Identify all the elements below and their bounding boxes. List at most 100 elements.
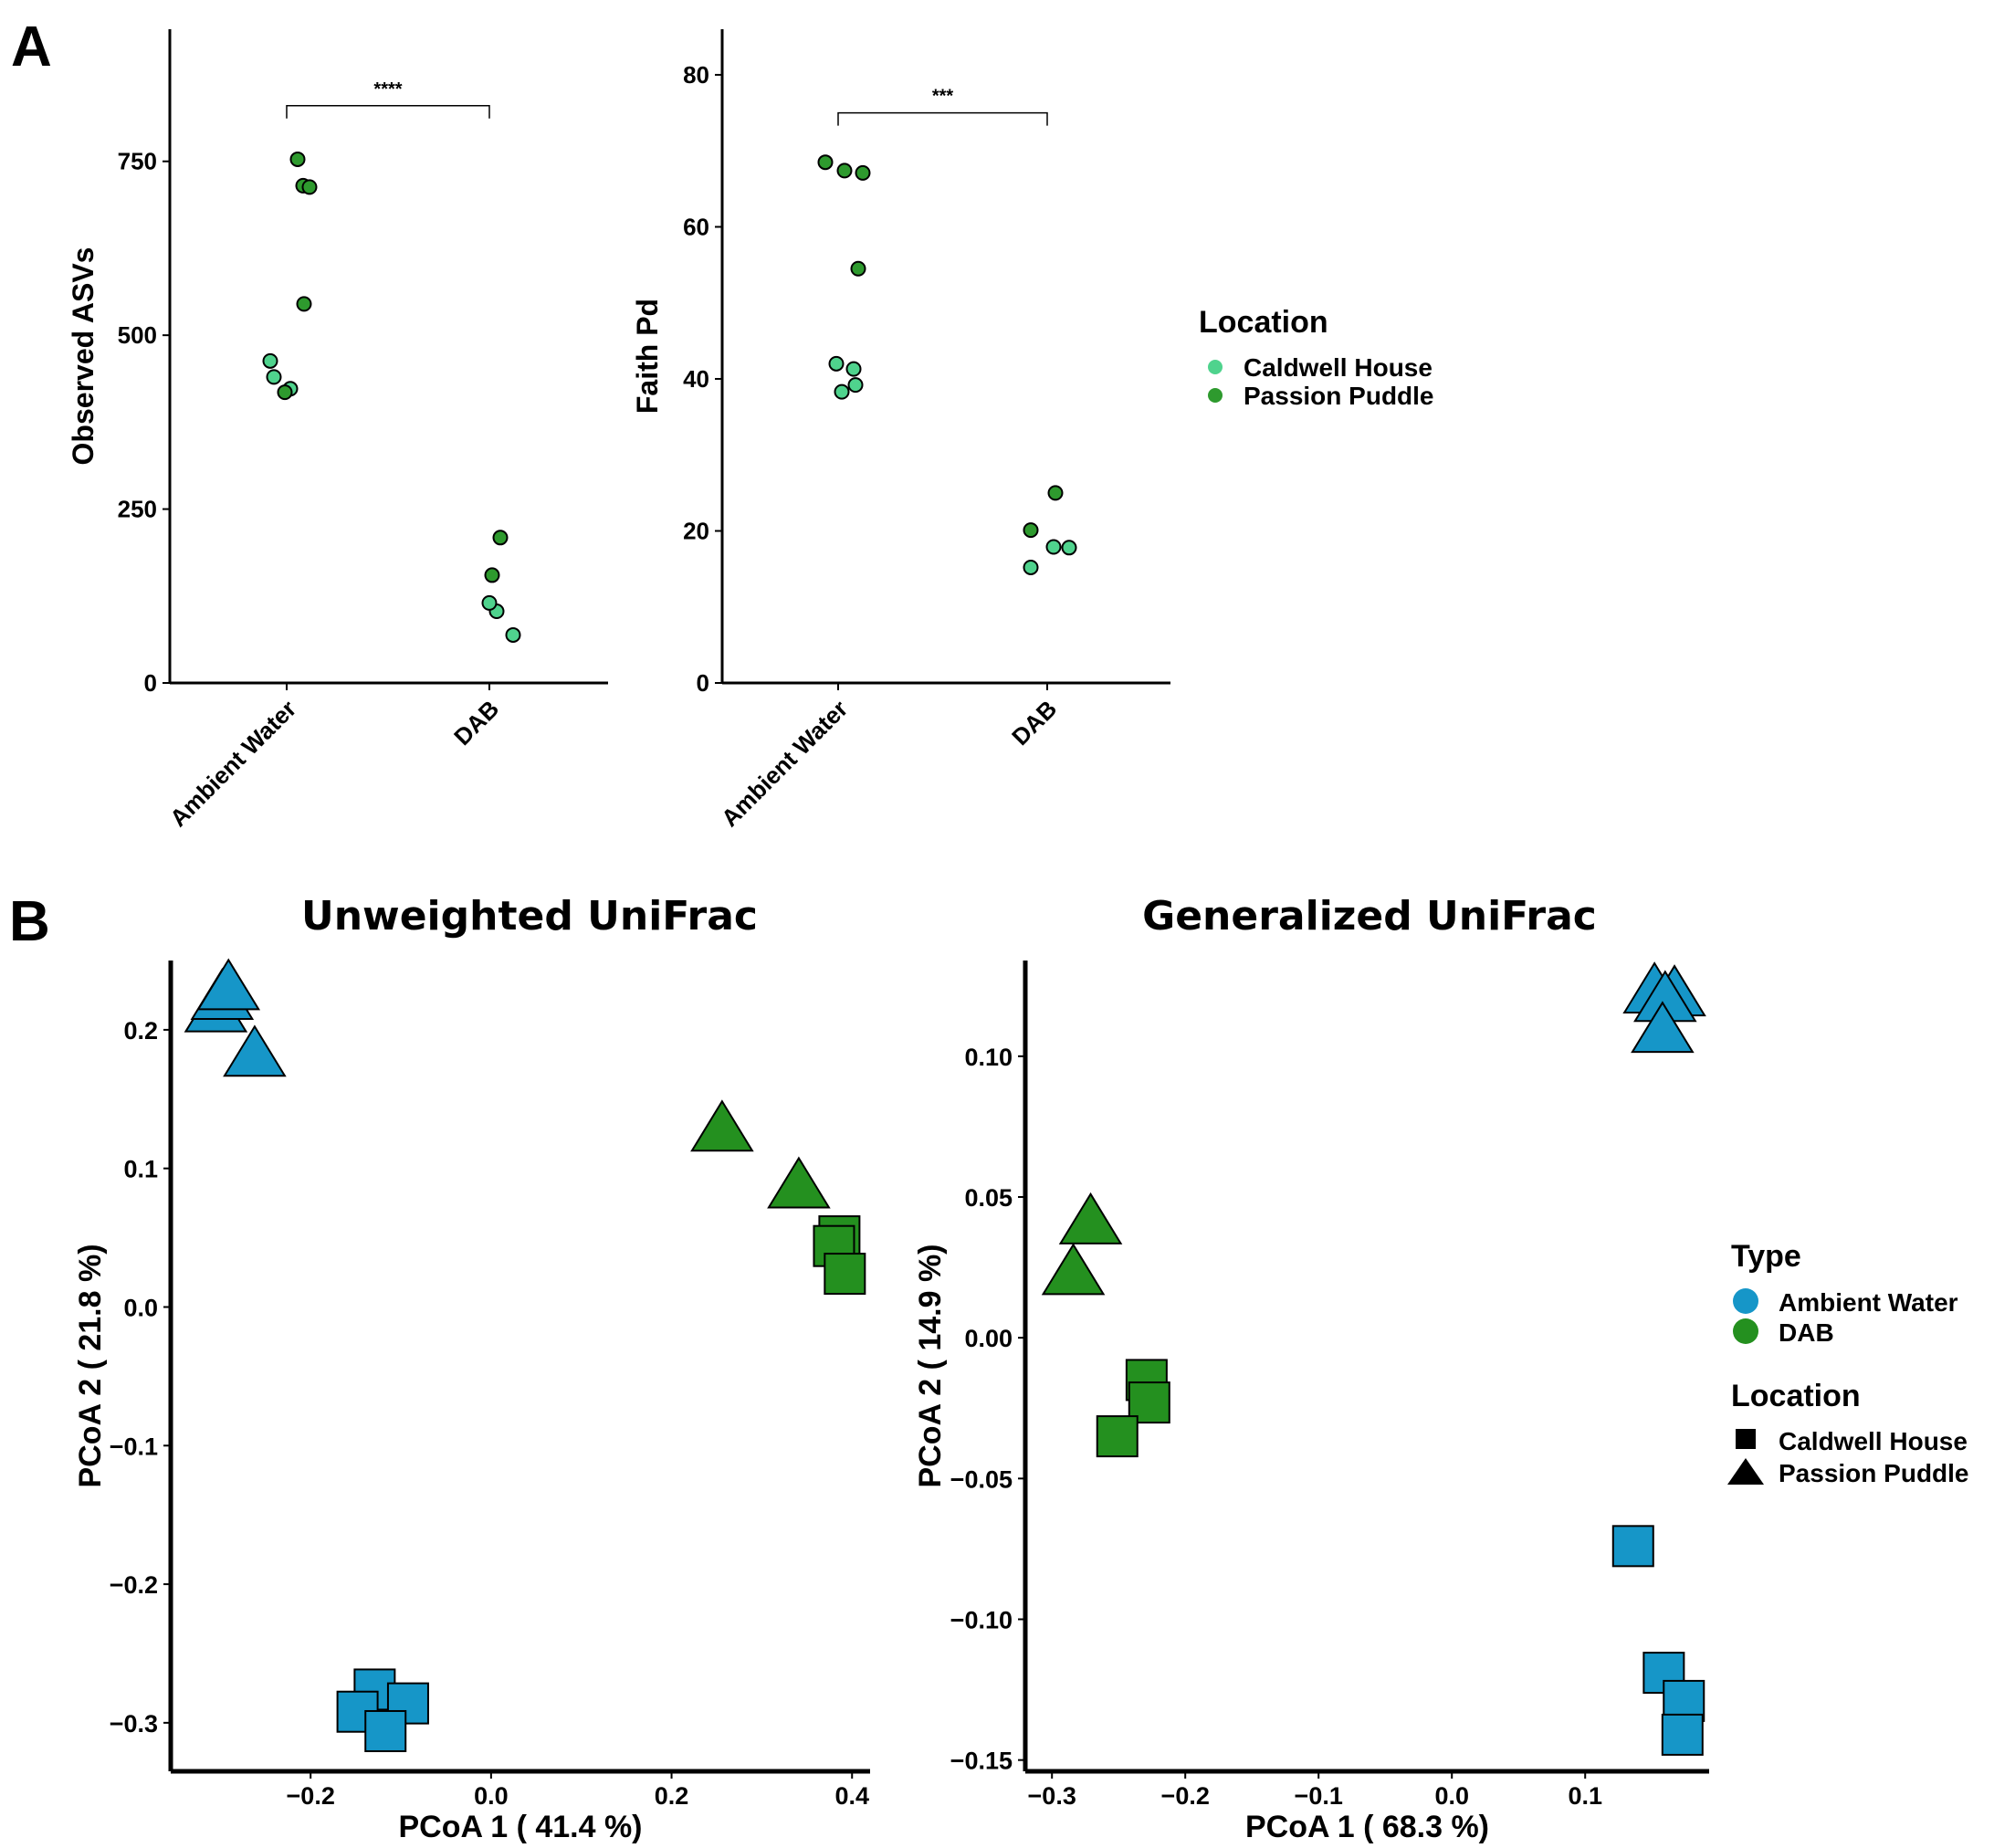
b2-y-tick-label: −0.10	[950, 1607, 1013, 1634]
panel-b-letter: B	[9, 890, 50, 953]
a2-y-tick-label: 60	[683, 213, 709, 240]
b1-point-ambient-water-passion-puddle-3	[223, 1024, 287, 1077]
a1-point-caldwell-house-5	[505, 626, 521, 643]
a2-y-tick-label: 40	[683, 365, 709, 393]
b2-point-ambient-water-caldwell-house-7	[1661, 1713, 1704, 1756]
b2-x-axis-title: PCoA 1 ( 68.3 %)	[1245, 1810, 1489, 1844]
a2-point-passion-puddle-5	[1047, 485, 1064, 501]
b1-y-tick-label: 0.1	[123, 1156, 158, 1183]
a2-point-passion-puddle-3	[850, 260, 866, 277]
b1-point-ambient-water-caldwell-house-7	[364, 1709, 407, 1752]
legend-b-ambient-water-label: Ambient Water	[1779, 1288, 1958, 1317]
b1-y-tick-label: 0.0	[123, 1294, 158, 1321]
b1-y-tick-label: −0.1	[110, 1433, 158, 1460]
legend-a-title: Location	[1199, 305, 1328, 340]
observed-asvs-plot: 0 250 500 750 Ambient Water DAB Observed ASVs *…	[67, 29, 608, 832]
b2-x-tick-label: −0.1	[1295, 1782, 1343, 1810]
legend-b-dab-label: DAB	[1779, 1318, 1834, 1347]
legend-b-type-title: Type	[1731, 1239, 1801, 1274]
legend-b-dab-swatch	[1733, 1318, 1758, 1344]
a1-y-tick-label: 750	[118, 148, 157, 175]
legend-a-passion-puddle-label: Passion Puddle	[1244, 382, 1434, 410]
a1-point-passion-puddle-0	[289, 151, 306, 167]
a1-y-tick-label: 500	[118, 321, 157, 349]
b2-point-dab-caldwell-house-12	[1096, 1415, 1139, 1458]
location-legend-a: Location Caldwell House Passion Puddle	[1199, 305, 1434, 410]
a1-point-passion-puddle-2	[301, 179, 318, 195]
b2-x-tick-label: 0.1	[1568, 1782, 1602, 1810]
a1-significance-label: ****	[373, 79, 402, 100]
b2-x-tick-label: −0.3	[1028, 1782, 1076, 1810]
a2-point-caldwell-house-3	[847, 377, 864, 394]
generalized-unifrac-plot: Generalized UniFrac 0.10 0.05 0.00 −0.05 −0.1…	[913, 893, 1709, 1844]
a2-point-passion-puddle-1	[836, 163, 853, 179]
a2-significance-label: ***	[932, 87, 954, 107]
b2-point-dab-passion-puddle-8	[1058, 1192, 1123, 1244]
a1-point-caldwell-house-4	[481, 594, 498, 611]
b1-y-tick-label: −0.2	[110, 1571, 158, 1599]
b2-x-tick-label: −0.2	[1161, 1782, 1210, 1810]
legend-a-caldwell-house-label: Caldwell House	[1244, 353, 1433, 382]
unweighted-unifrac-plot: Unweighted UniFrac 0.2 0.1 0.0 −0.1 −0.2 −0.3 −…	[73, 893, 870, 1844]
panel-a-letter: A	[11, 16, 52, 79]
a1-significance-bracket	[286, 105, 490, 119]
a2-point-caldwell-house-1	[845, 361, 862, 377]
b2-y-tick-label: −0.15	[950, 1748, 1013, 1775]
a2-point-passion-puddle-4	[1023, 522, 1039, 539]
b2-y-tick-label: 0.10	[964, 1044, 1013, 1071]
legend-b-caldwell-house-label: Caldwell House	[1779, 1427, 1968, 1455]
b1-y-tick-label: −0.3	[110, 1710, 158, 1738]
b1-point-dab-caldwell-house-12	[824, 1253, 866, 1296]
legend-b-location-title: Location	[1731, 1379, 1861, 1413]
legend-b-triangle-swatch	[1727, 1458, 1764, 1485]
b1-title: Unweighted UniFrac	[301, 893, 758, 940]
a1-point-passion-puddle-3	[296, 296, 312, 312]
a1-x-tick-label-ambient-water: Ambient Water	[164, 695, 301, 832]
b1-x-tick-label: 0.4	[834, 1782, 869, 1810]
b1-y-axis-title: PCoA 2 ( 21.8 %)	[73, 1244, 108, 1487]
faith-pd-plot: 0 20 40 60 80 Ambient Water DAB Faith Pd ***	[631, 29, 1170, 832]
a2-point-passion-puddle-2	[817, 154, 834, 171]
a2-x-tick-label-ambient-water: Ambient Water	[716, 695, 853, 832]
b1-x-tick-label: −0.2	[287, 1782, 335, 1810]
a2-point-caldwell-house-5	[1045, 539, 1062, 555]
b1-y-tick-label: 0.2	[123, 1017, 158, 1045]
legend-b-square-swatch	[1736, 1429, 1756, 1449]
b1-point-dab-passion-puddle-9	[767, 1156, 831, 1209]
b2-y-tick-label: 0.00	[964, 1325, 1013, 1352]
a2-y-tick-label: 0	[697, 669, 709, 697]
a2-y-axis-title: Faith Pd	[631, 299, 664, 414]
a1-point-caldwell-house-1	[266, 369, 282, 385]
b2-title: Generalized UniFrac	[1142, 893, 1597, 940]
a2-y-tick-label: 80	[683, 61, 709, 89]
a1-y-tick-label: 0	[144, 669, 157, 697]
a2-point-passion-puddle-0	[855, 164, 871, 181]
legend-b-passion-puddle-label: Passion Puddle	[1779, 1459, 1969, 1487]
b2-y-tick-label: 0.05	[964, 1184, 1013, 1212]
b2-point-dab-passion-puddle-9	[1041, 1243, 1106, 1296]
b1-point-dab-passion-puddle-8	[690, 1099, 754, 1152]
a1-y-axis-title: Observed ASVs	[67, 247, 100, 466]
legend-a-caldwell-house-swatch	[1208, 360, 1223, 374]
b2-y-axis-title: PCoA 2 ( 14.9 %)	[913, 1244, 948, 1487]
a2-y-tick-label: 20	[683, 517, 709, 544]
b1-point-ambient-water-passion-puddle-2	[196, 958, 261, 1011]
a2-point-caldwell-house-2	[834, 383, 850, 400]
a1-point-passion-puddle-5	[492, 530, 509, 546]
b2-point-ambient-water-caldwell-house-4	[1611, 1525, 1654, 1568]
b2-y-tick-label: −0.05	[950, 1465, 1013, 1493]
type-location-legend-b: Type Ambient Water DAB Location Caldwell…	[1727, 1239, 1969, 1487]
a1-point-caldwell-house-0	[262, 352, 278, 369]
b2-point-ambient-water-passion-puddle-3	[1631, 1001, 1695, 1054]
legend-a-passion-puddle-swatch	[1208, 388, 1223, 403]
a2-point-caldwell-house-0	[828, 355, 845, 372]
b1-x-axis-title: PCoA 1 ( 41.4 %)	[398, 1810, 642, 1844]
a2-x-tick-label-dab: DAB	[1006, 695, 1062, 751]
a2-point-caldwell-house-4	[1023, 559, 1039, 575]
legend-b-ambient-water-swatch	[1733, 1288, 1758, 1314]
a1-y-tick-label: 250	[118, 496, 157, 523]
b1-x-tick-label: 0.0	[474, 1782, 509, 1810]
a2-significance-bracket	[837, 111, 1048, 126]
b1-x-tick-label: 0.2	[655, 1782, 689, 1810]
